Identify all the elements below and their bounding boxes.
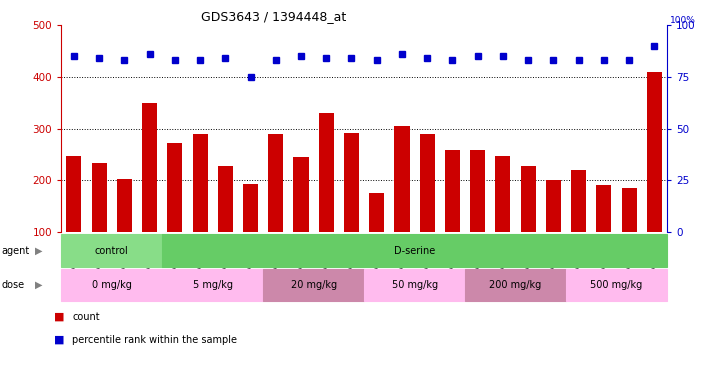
Bar bbox=[218, 166, 233, 232]
Text: D-serine: D-serine bbox=[394, 245, 435, 256]
Bar bbox=[268, 134, 283, 232]
Bar bbox=[445, 151, 460, 232]
Text: agent: agent bbox=[1, 245, 30, 256]
Bar bbox=[622, 188, 637, 232]
Bar bbox=[470, 151, 485, 232]
Bar bbox=[193, 134, 208, 232]
Text: control: control bbox=[95, 245, 128, 256]
Text: ▶: ▶ bbox=[35, 245, 42, 256]
Text: percentile rank within the sample: percentile rank within the sample bbox=[72, 335, 237, 345]
Bar bbox=[546, 180, 561, 232]
Text: 500 mg/kg: 500 mg/kg bbox=[590, 280, 642, 290]
Text: 0 mg/kg: 0 mg/kg bbox=[92, 280, 132, 290]
Bar bbox=[167, 143, 182, 232]
Text: ■: ■ bbox=[54, 312, 65, 322]
Bar bbox=[92, 163, 107, 232]
Bar bbox=[521, 166, 536, 232]
Bar bbox=[344, 133, 359, 232]
Bar bbox=[420, 134, 435, 232]
Bar bbox=[596, 185, 611, 232]
Bar bbox=[394, 126, 410, 232]
Text: 200 mg/kg: 200 mg/kg bbox=[490, 280, 541, 290]
Text: 100%: 100% bbox=[670, 16, 696, 25]
Text: dose: dose bbox=[1, 280, 25, 290]
Text: ▶: ▶ bbox=[35, 280, 42, 290]
Bar bbox=[142, 103, 157, 232]
Bar bbox=[571, 170, 586, 232]
Bar bbox=[319, 113, 334, 232]
Text: ■: ■ bbox=[54, 335, 65, 345]
Text: count: count bbox=[72, 312, 99, 322]
Bar bbox=[117, 179, 132, 232]
Bar bbox=[66, 156, 81, 232]
Bar bbox=[495, 156, 510, 232]
Bar bbox=[243, 184, 258, 232]
Bar bbox=[369, 194, 384, 232]
Text: 5 mg/kg: 5 mg/kg bbox=[193, 280, 233, 290]
Text: 50 mg/kg: 50 mg/kg bbox=[392, 280, 438, 290]
Bar bbox=[647, 71, 662, 232]
Bar bbox=[293, 157, 309, 232]
Text: 20 mg/kg: 20 mg/kg bbox=[291, 280, 337, 290]
Text: GDS3643 / 1394448_at: GDS3643 / 1394448_at bbox=[201, 10, 347, 23]
